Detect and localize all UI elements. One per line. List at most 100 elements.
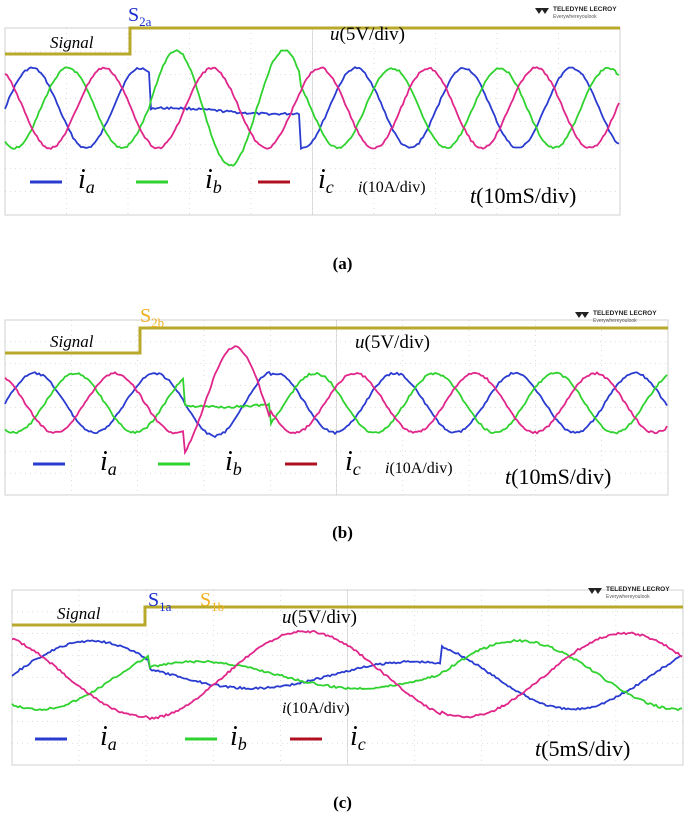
panel-a: TELEDYNE LECROY Everywhereyoulook Signal S2…	[0, 0, 685, 280]
voltage-scale-label: u(5V/div)	[355, 332, 430, 353]
time-scale: (5mS/div)	[541, 736, 630, 761]
teledyne-icon	[535, 8, 549, 14]
legend-label: ib	[225, 446, 242, 479]
signal-label: Signal	[50, 33, 94, 52]
legend-ic: ic	[285, 446, 361, 479]
voltage-scale-label: u(5V/div)	[330, 24, 405, 45]
event-label-sub: 2a	[139, 14, 152, 29]
legend-label: ib	[205, 164, 222, 197]
caption-a: (a)	[332, 254, 353, 273]
current-scale-label: i(10A/div)	[282, 700, 350, 717]
legend-sub: a	[108, 459, 117, 479]
legend-symbol: i	[350, 721, 358, 752]
legend-label: ia	[100, 446, 117, 479]
legend-label: ib	[230, 721, 247, 754]
signal-label: Signal	[50, 332, 94, 351]
signal-trace	[5, 26, 620, 56]
teledyne-icon	[575, 312, 589, 318]
scope-plot-c: TELEDYNE LECROYEverywhereyoulookSignalS1…	[11, 586, 684, 766]
brand-name: TELEDYNE LECROY	[593, 310, 657, 317]
event-label-sub: 2b	[151, 315, 164, 330]
legend-sub: b	[238, 734, 247, 754]
current-symbol: i	[358, 179, 362, 196]
legend-sub: c	[326, 177, 334, 197]
voltage-scale-label: u(5V/div)	[282, 607, 357, 628]
trace-ib	[4, 49, 620, 167]
legend-symbol: i	[345, 446, 353, 477]
legend-symbol: i	[100, 721, 108, 752]
caption-b: (b)	[332, 523, 353, 542]
current-scale-label: i(10A/div)	[385, 460, 453, 477]
trace-ia	[11, 639, 683, 711]
teledyne-icon	[588, 588, 602, 594]
trace-ia	[4, 66, 620, 151]
legend-ia: ia	[30, 164, 95, 197]
legend-sub: b	[233, 459, 242, 479]
legend-ic: ic	[290, 721, 366, 754]
legend-sub: b	[213, 177, 222, 197]
brand-name: TELEDYNE LECROY	[553, 6, 617, 13]
current-scale-label: i(10A/div)	[358, 179, 426, 196]
brand-tagline: Everywhereyoulook	[553, 14, 597, 20]
trace-ia	[4, 370, 668, 439]
legend-symbol: i	[318, 164, 326, 195]
legend-sub: c	[353, 459, 361, 479]
legend-label: ic	[345, 446, 361, 479]
legend-ib: ib	[136, 164, 222, 197]
voltage-symbol: u	[355, 332, 365, 353]
brand-tagline: Everywhereyoulook	[593, 318, 637, 324]
time-scale-label: t(10mS/div)	[470, 183, 576, 208]
legend-ia: ia	[33, 446, 117, 479]
panel-b: TELEDYNE LECROY Everywhereyoulook Signal S2…	[0, 300, 685, 555]
voltage-symbol: u	[282, 607, 292, 628]
brand-tagline: Everywhereyoulook	[606, 594, 650, 600]
legend-symbol: i	[78, 164, 86, 195]
trace-ic	[11, 629, 683, 721]
legend-symbol: i	[100, 446, 108, 477]
trace-ic	[4, 66, 620, 150]
legend-ic: ic	[258, 164, 334, 197]
legend-sub: a	[108, 734, 117, 754]
time-scale: (10mS/div)	[476, 183, 576, 208]
legend-sub: c	[358, 734, 366, 754]
current-symbol: i	[385, 460, 389, 477]
current-scale: (10A/div)	[389, 460, 452, 477]
legend-symbol: i	[205, 164, 213, 195]
signal-trace	[12, 605, 683, 627]
event-label-sub: 1b	[211, 599, 224, 614]
voltage-symbol: u	[330, 24, 340, 45]
voltage-scale: (5V/div)	[292, 607, 357, 628]
caption-c: (c)	[333, 793, 352, 812]
signal-trace	[5, 326, 668, 355]
brand-name: TELEDYNE LECROY	[606, 586, 670, 593]
trace-ib	[11, 638, 683, 712]
time-symbol: t	[535, 736, 542, 761]
signal-label: Signal	[57, 604, 101, 623]
legend-ib: ib	[185, 721, 247, 754]
panel-c: TELEDYNE LECROY Everywhereyoulook Signal S1…	[0, 580, 685, 818]
current-scale: (10A/div)	[286, 700, 349, 717]
voltage-scale: (5V/div)	[365, 332, 430, 353]
legend-symbol: i	[230, 721, 238, 752]
legend-sub: a	[86, 177, 95, 197]
legend-label: ic	[350, 721, 366, 754]
legend-label: ia	[100, 721, 117, 754]
event-label-2b: S2b	[140, 305, 164, 330]
trace-ib	[4, 371, 668, 435]
time-scale: (10mS/div)	[511, 464, 611, 489]
time-symbol: t	[505, 464, 512, 489]
legend-symbol: i	[225, 446, 233, 477]
event-label-2a: S2a	[128, 4, 152, 29]
legend-ib: ib	[158, 446, 242, 479]
voltage-scale: (5V/div)	[340, 24, 405, 45]
time-symbol: t	[470, 183, 477, 208]
trace-ic	[4, 345, 668, 456]
current-scale: (10A/div)	[362, 179, 425, 196]
time-scale-label: t(5mS/div)	[535, 736, 630, 761]
legend-ia: ia	[35, 721, 117, 754]
